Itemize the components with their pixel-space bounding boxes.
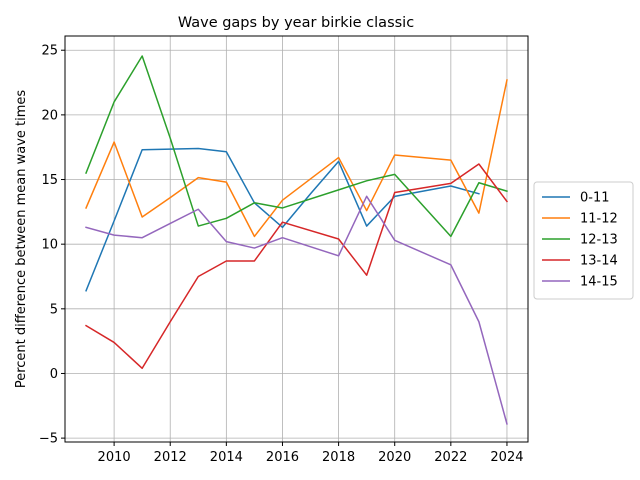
y-tick-label: 15 [41,173,58,188]
y-tick-label: 5 [50,302,58,317]
x-tick-label: 2012 [154,450,187,465]
grid [65,36,528,442]
y-tick-label: −5 [39,432,58,447]
legend-label-13-14: 13-14 [580,254,618,269]
x-tick-label: 2024 [490,450,523,465]
x-tick-label: 2014 [210,450,243,465]
x-tick-label: 2010 [98,450,131,465]
y-tick-label: 0 [50,367,58,382]
series-line-13-14 [85,163,508,370]
series-line-0-11 [85,147,480,292]
chart-title: Wave gaps by year birkie classic [178,15,414,31]
y-axis-label: Percent difference between mean wave tim… [14,90,29,389]
plot-area-frame [64,35,529,443]
x-tick-label: 2022 [434,450,467,465]
legend: 0-11 11-12 12-13 13-14 14-15 [533,181,634,300]
legend-label-0-11: 0-11 [580,191,610,206]
legend-label-14-15: 14-15 [580,275,618,290]
legend-box [533,181,634,300]
x-tick-label: 2020 [378,450,411,465]
x-tick-label: 2018 [322,450,355,465]
series-line-12-13 [85,55,508,238]
legend-label-12-13: 12-13 [580,233,618,248]
series-line-11-12 [85,79,508,238]
series-lines [85,55,508,425]
y-tick-label: 20 [41,108,58,123]
legend-label-11-12: 11-12 [580,212,618,227]
y-axis: −5 0 5 10 15 20 25 [39,44,65,447]
x-tick-label: 2016 [266,450,299,465]
series-line-14-15 [85,195,508,425]
y-tick-label: 10 [41,238,58,253]
y-tick-label: 25 [41,44,58,59]
x-axis: 2010 2012 2014 2016 2018 2020 2022 2024 [98,442,524,465]
